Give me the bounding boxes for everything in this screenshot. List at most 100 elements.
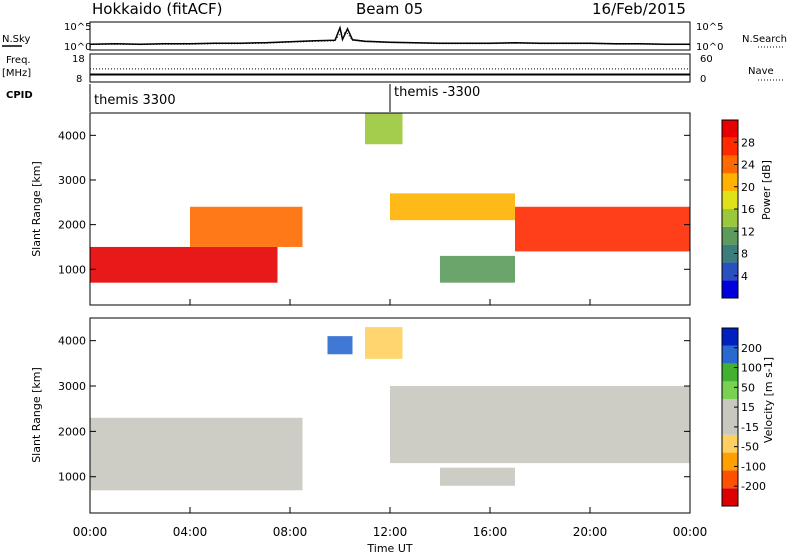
- velocity-colorbar-label-4: -15: [741, 421, 759, 434]
- velocity-colorbar-label-2: 50: [741, 381, 755, 394]
- cpid-segment-0: themis 3300: [94, 93, 176, 108]
- power-region-0: [90, 246, 278, 283]
- freq-tick-left-top: 18: [72, 54, 85, 65]
- power-colorbar-label-2: 20: [741, 181, 755, 194]
- noise-tick-left-bottom: 10^0: [64, 42, 91, 53]
- site-title: Hokkaido (fitACF): [92, 0, 223, 18]
- velocity-colorbar-cell-5: [722, 399, 738, 417]
- velocity-colorbar-cell-7: [722, 363, 738, 382]
- velocity-colorbar-label-7: -200: [741, 480, 766, 493]
- velocity-colorbar-cell-8: [722, 345, 738, 364]
- velocity-region-1: [390, 386, 690, 464]
- velocity-ytick-label-3: 4000: [58, 335, 86, 348]
- freq-left-unit: [MHz]: [2, 68, 31, 79]
- time-tick-label-2: 08:00: [273, 525, 308, 539]
- time-tick-label-4: 16:00: [473, 525, 508, 539]
- velocity-colorbar-cell-1: [722, 470, 738, 489]
- velocity-region-4: [440, 467, 515, 486]
- time-axis-label: Time UT: [366, 542, 412, 554]
- power-region-3: [515, 206, 690, 252]
- power-colorbar-cell-8: [722, 137, 738, 156]
- velocity-colorbar-frame: [721, 327, 739, 507]
- time-tick-label-6: 00:00: [673, 525, 708, 539]
- power-regions: [90, 113, 690, 283]
- beam-title: Beam 05: [356, 0, 423, 18]
- power-colorbar-cell-9: [722, 120, 738, 138]
- velocity-ytick-label-2: 3000: [58, 380, 86, 393]
- cpid-label: CPID: [6, 90, 33, 101]
- velocity-region-3: [365, 327, 403, 359]
- velocity-colorbar-cell-9: [722, 328, 738, 346]
- power-panel: 1000 2000 3000 4000 Slant Range [km] 28 24 20…: [30, 112, 773, 306]
- power-colorbar-label-5: 8: [741, 248, 748, 261]
- power-colorbar-cell-2: [722, 244, 738, 263]
- power-region-2: [390, 193, 515, 221]
- freq-tick-right-top: 60: [700, 54, 713, 65]
- power-colorbar-label-6: 4: [741, 270, 748, 283]
- power-colorbar-label-0: 28: [741, 136, 755, 149]
- velocity-colorbar-label: Velocity [m s-1]: [762, 357, 775, 443]
- velocity-colorbar-label-6: -100: [741, 460, 766, 473]
- noise-tick-right-top: 10^5: [696, 22, 723, 33]
- velocity-colorbar-cell-0: [722, 488, 738, 506]
- power-region-1: [190, 206, 303, 247]
- freq-right-label: Nave: [748, 66, 774, 77]
- noise-panel: N.Sky N.Search 10^5 10^0 10^5 10^0: [2, 21, 787, 53]
- power-colorbar-cell-0: [722, 280, 738, 298]
- power-colorbar: 28 24 20 16 12 8 4: [721, 119, 755, 299]
- power-colorbar-label-3: 16: [741, 203, 755, 216]
- freq-tick-right-bottom: 0: [700, 74, 706, 85]
- velocity-panel: 1000 2000 3000 4000 Slant Range [km] 200 100…: [30, 299, 775, 554]
- velocity-regions: [90, 327, 690, 491]
- velocity-colorbar-cell-6: [722, 381, 738, 400]
- velocity-ylabel: Slant Range [km]: [30, 367, 43, 463]
- power-yticks: 1000 2000 3000 4000: [58, 129, 690, 276]
- velocity-colorbar-label-0: 200: [741, 342, 762, 355]
- power-colorbar-cell-5: [722, 191, 738, 209]
- power-colorbar-label-1: 24: [741, 159, 755, 172]
- date-title: 16/Feb/2015: [592, 0, 686, 18]
- velocity-colorbar-cell-4: [722, 417, 738, 435]
- power-region-4: [440, 255, 515, 283]
- time-tick-label-5: 20:00: [573, 525, 608, 539]
- freq-tick-left-bottom: 8: [76, 74, 82, 85]
- velocity-colorbar-cell-2: [722, 452, 738, 471]
- time-axis-ticks: 00:00 04:00 08:00 12:00 16:00 20:00 00:00: [73, 299, 708, 539]
- velocity-region-0: [90, 417, 303, 491]
- power-colorbar-cell-7: [722, 155, 738, 174]
- power-ytick-label-1: 2000: [58, 219, 86, 232]
- time-tick-label-3: 12:00: [373, 525, 408, 539]
- freq-left-label: Freq.: [6, 55, 31, 66]
- noise-frame: [89, 21, 691, 51]
- power-ytick-label-2: 3000: [58, 174, 86, 187]
- time-tick-label-1: 04:00: [173, 525, 208, 539]
- noise-right-label: N.Search: [742, 34, 787, 45]
- power-colorbar-cell-3: [722, 226, 738, 245]
- velocity-colorbar-label-3: 15: [741, 401, 755, 414]
- freq-frame: [89, 53, 691, 83]
- power-region-5: [365, 113, 403, 145]
- cpid-row: CPID themis 3300 themis -3300: [6, 84, 480, 112]
- velocity-region-2: [327, 336, 353, 355]
- velocity-colorbar: 200 100 50 15 -15 -50 -100 -200: [721, 327, 766, 507]
- velocity-ytick-label-1: 2000: [58, 425, 86, 438]
- noise-tick-left-top: 10^5: [64, 22, 91, 33]
- noise-left-label: N.Sky: [2, 34, 30, 45]
- velocity-colorbar-cell-3: [722, 434, 738, 453]
- power-colorbar-cell-4: [722, 209, 738, 227]
- time-tick-label-0: 00:00: [73, 525, 108, 539]
- velocity-ytick-label-0: 1000: [58, 471, 86, 484]
- power-colorbar-label: Power [dB]: [760, 160, 773, 220]
- freq-panel: Freq. [MHz] Nave 18 8 60 0: [2, 53, 785, 85]
- noise-sky-line: [89, 25, 690, 45]
- velocity-colorbar-label-1: 100: [741, 362, 762, 375]
- velocity-yticks: 1000 2000 3000 4000: [58, 335, 690, 484]
- power-colorbar-label-4: 12: [741, 225, 755, 238]
- power-ytick-label-0: 1000: [58, 263, 86, 276]
- power-ytick-label-3: 4000: [58, 129, 86, 142]
- power-colorbar-cell-6: [722, 173, 738, 192]
- power-ylabel: Slant Range [km]: [30, 161, 43, 257]
- power-colorbar-cell-1: [722, 262, 738, 281]
